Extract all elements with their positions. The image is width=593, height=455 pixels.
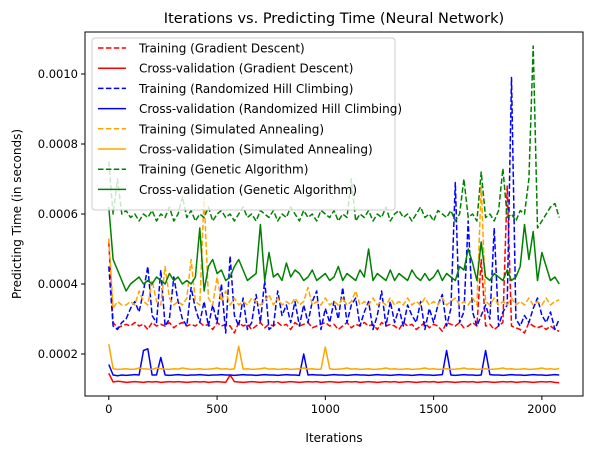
y-axis-label: Predicting Time (in seconds) xyxy=(10,129,24,299)
x-tick-label: 1500 xyxy=(419,402,448,416)
legend-label: Training (Gradient Descent) xyxy=(138,42,305,56)
x-tick-label: 1000 xyxy=(311,402,340,416)
legend-label: Training (Randomized Hill Climbing) xyxy=(138,82,353,96)
legend-box xyxy=(91,37,396,211)
x-tick-label: 0 xyxy=(105,402,112,416)
y-axis-ticks: 0.0002 0.0004 0.0006 0.0008 0.0010 xyxy=(38,67,85,361)
series-line-5 xyxy=(108,344,560,371)
x-tick-label: 500 xyxy=(206,402,228,416)
x-tick-label: 2000 xyxy=(527,402,556,416)
legend-label: Cross-validation (Genetic Algorithm) xyxy=(139,183,357,197)
legend-label: Training (Genetic Algorithm) xyxy=(138,163,308,177)
legend-label: Training (Simulated Annealing) xyxy=(138,122,324,136)
legend: Training (Gradient Descent) Cross-validat… xyxy=(91,37,402,211)
legend-label: Cross-validation (Simulated Annealing) xyxy=(139,143,373,157)
x-axis-label: Iterations xyxy=(305,431,362,445)
series-line-0 xyxy=(108,185,560,334)
x-axis-ticks: 0 500 1000 1500 2000 xyxy=(105,396,557,416)
y-tick-label: 0.0002 xyxy=(38,347,78,361)
y-tick-label: 0.0006 xyxy=(38,207,78,221)
y-tick-label: 0.0008 xyxy=(38,137,78,151)
series-line-3 xyxy=(108,348,560,377)
series-line-7 xyxy=(108,206,560,292)
chart-title: Iterations vs. Predicting Time (Neural N… xyxy=(164,11,504,27)
y-tick-label: 0.0010 xyxy=(38,67,78,81)
legend-label: Cross-validation (Randomized Hill Climbi… xyxy=(139,102,402,116)
y-tick-label: 0.0004 xyxy=(38,277,78,291)
series-line-1 xyxy=(108,372,560,384)
legend-label: Cross-validation (Gradient Descent) xyxy=(139,62,353,76)
series-line-2 xyxy=(108,76,560,334)
series-layer xyxy=(108,45,560,384)
